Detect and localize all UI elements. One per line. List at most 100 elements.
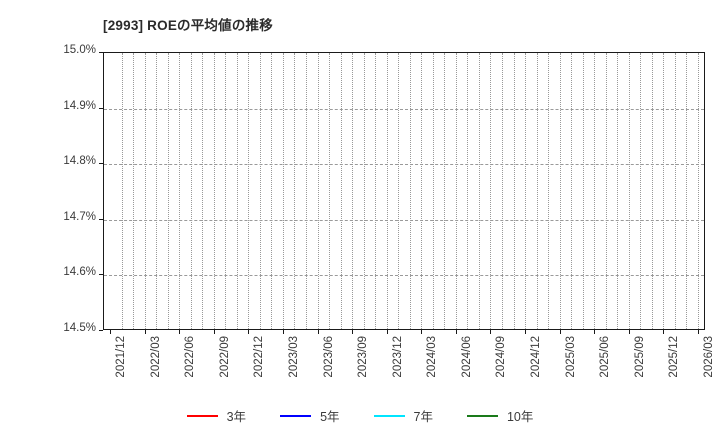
vertical-gridline [317,53,319,329]
x-axis-tick-mark [421,330,423,334]
vertical-gridline [432,53,434,329]
y-axis-tick-mark [99,330,103,331]
horizontal-gridline [104,275,704,277]
series-svg [104,53,705,330]
x-axis-tick-label: 2021/12 [115,336,127,378]
plot-area [103,52,705,330]
vertical-gridline [329,53,331,329]
x-axis-tick-mark [213,330,215,334]
legend-entry[interactable]: 5年 [280,406,340,425]
chart-legend: 3年 5年 7年 10年 [0,406,720,425]
y-axis-tick-mark [99,163,103,165]
horizontal-gridlines [104,53,704,329]
y-axis-tick-label: 14.8% [63,155,96,168]
vertical-gridline [525,53,527,329]
vertical-gridline [409,53,411,329]
vertical-gridline [271,53,273,329]
vertical-gridline [421,53,423,329]
x-axis-tick-label: 2022/09 [218,336,231,378]
vertical-gridline [248,53,250,329]
x-axis-tick-label: 2025/06 [599,336,612,378]
vertical-gridline [190,53,192,329]
vertical-gridline [617,53,619,329]
legend-label: 5年 [320,410,340,424]
horizontal-gridline [104,164,704,166]
x-axis-tick-mark [455,330,457,334]
vertical-gridline [444,53,446,329]
y-axis-tick-mark [99,52,103,53]
legend-color-swatch [466,414,498,417]
horizontal-gridline [104,108,704,110]
x-axis-tick-mark [386,330,388,334]
series-layer [104,53,704,329]
vertical-gridline [628,53,630,329]
vertical-gridline [663,53,665,329]
x-axis-tick-label: 2024/03 [426,336,439,378]
vertical-gridline [594,53,596,329]
vertical-gridline [167,53,169,329]
vertical-gridline [698,53,699,329]
x-axis-tick-mark [663,330,665,334]
x-axis-tick-mark [179,330,181,334]
legend-entry[interactable]: 7年 [373,406,433,425]
legend-color-swatch [373,414,405,417]
vertical-gridlines [104,53,704,329]
vertical-gridline [213,53,215,329]
y-axis-tick-mark [99,218,103,220]
x-axis-tick-label: 2024/12 [530,336,543,378]
x-axis-tick-label: 2026/03 [703,336,715,378]
x-axis-tick-label: 2025/09 [633,336,646,378]
vertical-gridline [259,53,261,329]
x-axis-tick-label: 2023/06 [322,336,335,378]
vertical-gridline [398,53,400,329]
vertical-gridline [536,53,538,329]
vertical-gridline [571,53,573,329]
vertical-gridline [455,53,457,329]
x-axis-tick-mark [698,330,699,334]
horizontal-gridline [104,219,704,221]
vertical-gridline [686,53,688,329]
vertical-gridline [156,53,158,329]
vertical-gridline [121,53,123,329]
chart-title: [2993] ROEの平均値の推移 [103,18,273,33]
legend-entry[interactable]: 3年 [186,406,247,425]
x-axis-tick-label: 2023/03 [287,336,300,378]
vertical-gridline [306,53,307,329]
y-axis-tick-mark [99,107,103,109]
legend-color-swatch [280,414,312,417]
x-axis-tick-mark [559,330,561,334]
vertical-gridline [375,53,377,329]
vertical-gridline [294,53,296,329]
vertical-gridline [605,53,607,329]
x-axis-tick-label: 2024/06 [460,336,473,378]
x-axis-tick-mark [144,330,146,334]
vertical-gridline [467,53,469,329]
y-axis-tick-label: 14.6% [63,266,96,279]
y-axis-tick-label: 15.0% [63,44,96,56]
legend-label: 3年 [226,410,247,424]
x-axis-tick-label: 2022/03 [149,336,162,378]
x-axis-tick-label: 2024/09 [495,336,508,378]
vertical-gridline [133,53,135,329]
x-axis-tick-mark [352,330,354,334]
legend-entry[interactable]: 10年 [466,406,533,425]
x-axis-tick-mark [248,330,250,334]
x-axis-tick-mark [525,330,527,334]
x-axis-tick-mark [594,330,596,334]
vertical-gridline [548,53,550,329]
vertical-gridline [386,53,388,329]
vertical-gridline [582,53,584,329]
x-axis-tick-label: 2022/06 [184,336,197,378]
vertical-gridline [502,53,503,329]
vertical-gridline [640,53,642,329]
vertical-gridline [179,53,181,329]
vertical-gridline [236,53,238,329]
vertical-gridline [674,53,676,329]
vertical-gridline [282,53,284,329]
vertical-gridline [340,53,342,329]
vertical-gridline [144,53,146,329]
vertical-gridline [651,53,653,329]
x-axis-tick-label: 2022/12 [253,336,266,378]
x-axis-tick-mark [282,330,284,334]
